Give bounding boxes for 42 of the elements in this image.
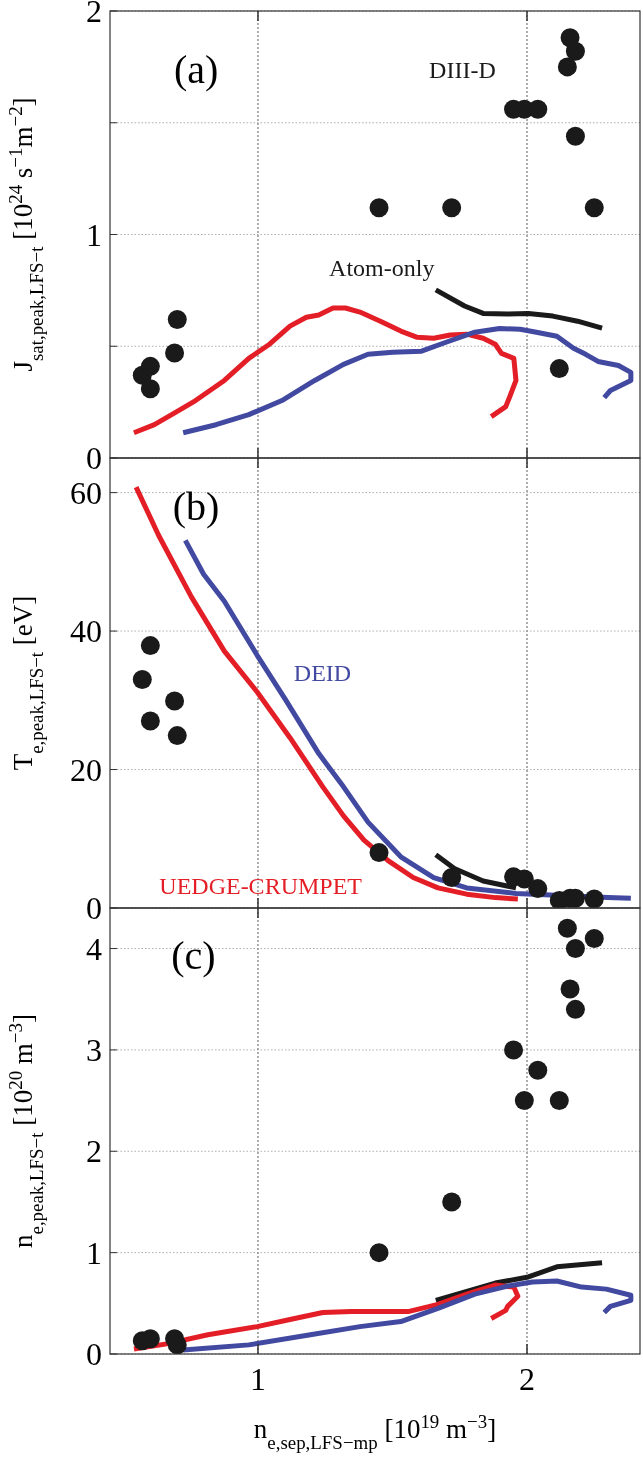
series-label: UEDGE-CRUMPET xyxy=(159,873,363,900)
x-axis-title: n$_{e,sep,LFS−mp}$ [10$^{19}$ m$^{−3}$] xyxy=(253,1410,497,1453)
y-tick-label: 20 xyxy=(70,751,102,788)
y-tick-label: 2 xyxy=(86,0,102,30)
y-tick-label: 1 xyxy=(86,1234,102,1271)
y-tick-label: 0 xyxy=(86,440,102,477)
y-tick-label: 2 xyxy=(86,1133,102,1170)
point xyxy=(514,1091,534,1111)
point xyxy=(140,636,160,656)
point xyxy=(167,1335,187,1354)
point xyxy=(165,691,185,711)
point xyxy=(565,999,585,1019)
annotation: (c) xyxy=(171,932,216,978)
point xyxy=(442,868,462,888)
point xyxy=(167,726,187,746)
point xyxy=(514,869,534,889)
point xyxy=(369,1243,389,1263)
point xyxy=(132,670,152,690)
series-label: DIII-D xyxy=(429,56,496,83)
annotation: (a) xyxy=(173,47,219,93)
point xyxy=(584,889,604,908)
y-tick-label: 4 xyxy=(86,930,102,967)
point xyxy=(442,1192,462,1212)
point xyxy=(369,843,389,863)
point xyxy=(557,918,577,938)
point xyxy=(584,928,604,948)
point xyxy=(528,1060,548,1080)
point xyxy=(528,879,548,899)
series-label: Atom-only xyxy=(329,255,435,282)
y-tick-label: 3 xyxy=(86,1032,102,1069)
y-tick-label: 60 xyxy=(70,474,102,511)
point xyxy=(504,1040,524,1060)
y-tick-label: 40 xyxy=(70,613,102,650)
point xyxy=(565,939,585,959)
point xyxy=(560,979,580,999)
y-tick-label: 1 xyxy=(86,216,102,253)
series-label: DEID xyxy=(293,660,352,687)
y-tick-label: 0 xyxy=(86,1336,102,1373)
y-tick-label: 0 xyxy=(86,890,102,927)
annotation: (b) xyxy=(172,484,220,530)
point xyxy=(549,1091,569,1111)
point xyxy=(140,711,160,731)
